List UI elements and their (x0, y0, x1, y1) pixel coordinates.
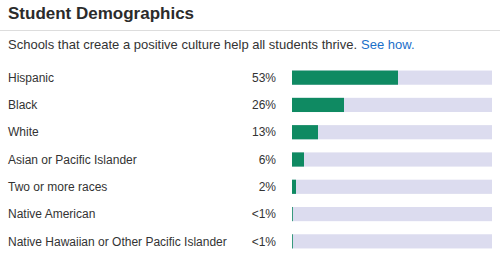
title-rule (0, 30, 500, 31)
subtitle: Schools that create a positive culture h… (8, 37, 357, 52)
bar (292, 152, 304, 166)
data-label: 26% (252, 98, 276, 112)
bar (292, 125, 318, 139)
data-label: 13% (252, 125, 276, 139)
data-labels: 53% 26% 13% 6% 2% <1% <1% (252, 71, 277, 249)
track (292, 98, 492, 112)
track (292, 180, 492, 194)
bar (292, 180, 296, 194)
category-labels: Hispanic Black White Asian or Pacific Islan… (8, 71, 227, 249)
data-label: <1% (252, 235, 277, 249)
category-label: Asian or Pacific Islander (8, 153, 137, 167)
bar (292, 234, 293, 248)
category-label: Black (8, 98, 38, 112)
title: Student Demographics (8, 4, 194, 23)
bar (292, 71, 398, 85)
data-label: 2% (259, 180, 277, 194)
bar (292, 98, 344, 112)
category-label: Hispanic (8, 71, 54, 85)
data-label: 6% (259, 153, 277, 167)
track (292, 207, 492, 221)
bars (292, 71, 398, 249)
data-label: 53% (252, 71, 276, 85)
data-label: <1% (252, 207, 277, 221)
track (292, 125, 492, 139)
tracks (292, 71, 492, 249)
bar (292, 207, 293, 221)
category-label: Two or more races (8, 180, 107, 194)
link[interactable]: See how. (361, 37, 415, 52)
chart: Student Demographics Schools that create … (0, 0, 500, 259)
track (292, 71, 492, 85)
track (292, 152, 492, 166)
track (292, 234, 492, 248)
category-label: White (8, 125, 39, 139)
category-label: Native Hawaiian or Other Pacific Islande… (8, 235, 227, 249)
category-label: Native American (8, 207, 95, 221)
